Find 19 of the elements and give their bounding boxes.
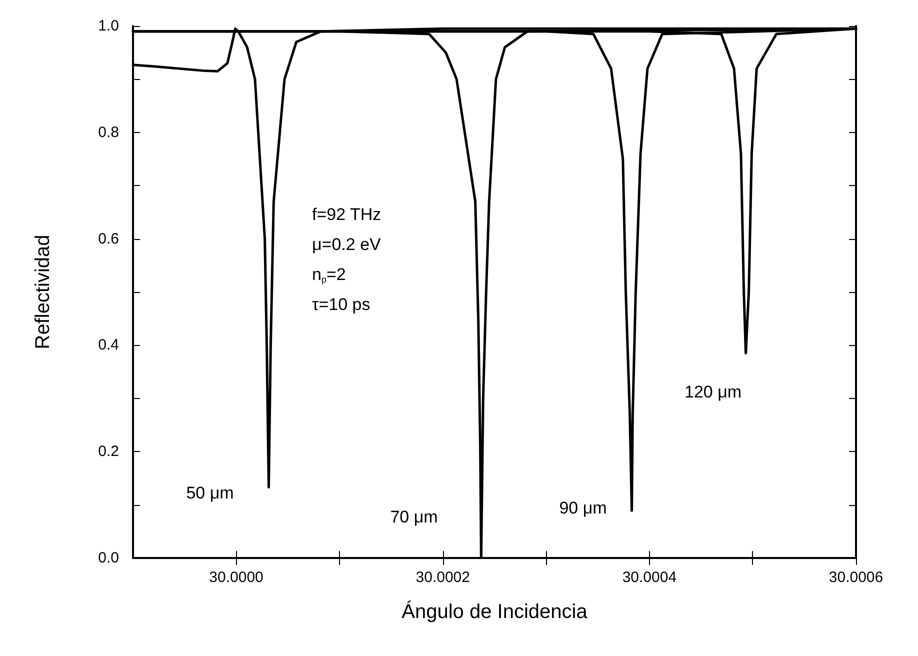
annotation: 90 μm [559, 498, 607, 518]
annotation: 70 μm [390, 508, 438, 526]
y-tick-label: 0.0 [98, 550, 119, 566]
y-tick-label: 0.8 [98, 124, 119, 141]
annotation: 120 μm [684, 382, 742, 402]
annotation: μ=0.2 eV [312, 235, 382, 254]
annotation: 50 μm [186, 484, 234, 502]
annotation: τ=10 ps [312, 295, 370, 314]
y-tick-label: 1.0 [98, 18, 119, 34]
x-tick-label: 30.0004 [622, 569, 677, 586]
y-tick-label: 0.2 [98, 443, 119, 460]
x-tick-label: 30.0006 [828, 569, 884, 586]
annotation: f=92 THz [312, 205, 382, 224]
y-tick-label: 0.6 [98, 230, 119, 248]
y-axis-title: Reflectividad [32, 234, 54, 350]
x-axis-title: Ángulo de Incidencia [402, 600, 588, 623]
x-tick-label: 30.0000 [209, 569, 264, 586]
x-tick-label: 30.0002 [416, 569, 470, 586]
y-tick-label: 0.4 [98, 336, 119, 354]
